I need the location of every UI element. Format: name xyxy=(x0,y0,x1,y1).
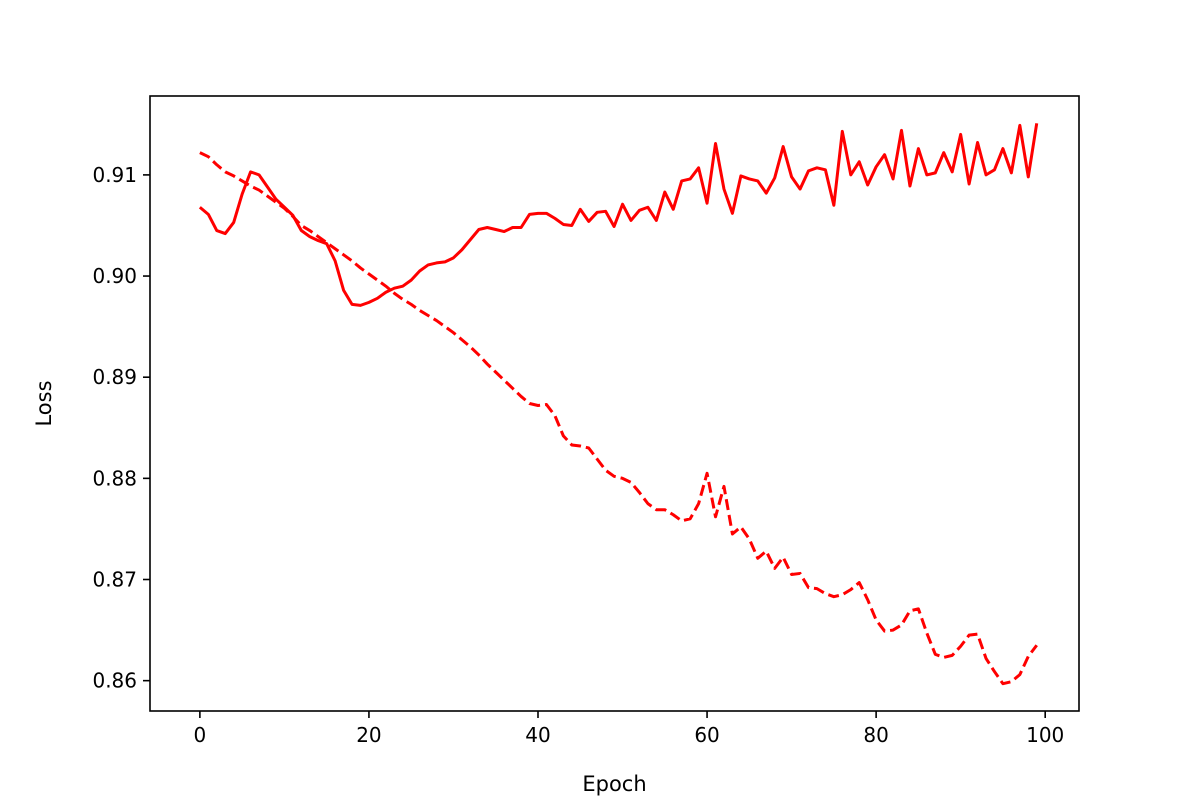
series-line-solid xyxy=(198,123,1039,307)
series-line-dashed xyxy=(199,151,1038,686)
plot-frame xyxy=(149,95,1080,712)
x-tick-label: 20 xyxy=(356,723,381,747)
x-tick-label: 60 xyxy=(694,723,719,747)
x-tick-label: 100 xyxy=(1026,723,1064,747)
y-tick-label: 0.90 xyxy=(92,264,137,288)
x-tick-label: 40 xyxy=(525,723,550,747)
y-tick-label: 0.89 xyxy=(92,365,137,389)
y-axis-label: Loss xyxy=(32,380,56,426)
y-axis: 0.86 0.87 0.88 0.89 0.90 0.91 xyxy=(92,163,150,693)
x-tick-label: 80 xyxy=(863,723,888,747)
y-tick-label: 0.88 xyxy=(92,466,137,490)
y-tick-label: 0.86 xyxy=(92,669,137,693)
y-tick-label: 0.91 xyxy=(92,163,137,187)
y-tick-label: 0.87 xyxy=(92,568,137,592)
x-tick-label: 0 xyxy=(194,723,207,747)
series-layer xyxy=(198,123,1039,686)
x-axis-label: Epoch xyxy=(582,772,646,796)
x-axis: 0 20 40 60 80 100 xyxy=(194,711,1064,747)
